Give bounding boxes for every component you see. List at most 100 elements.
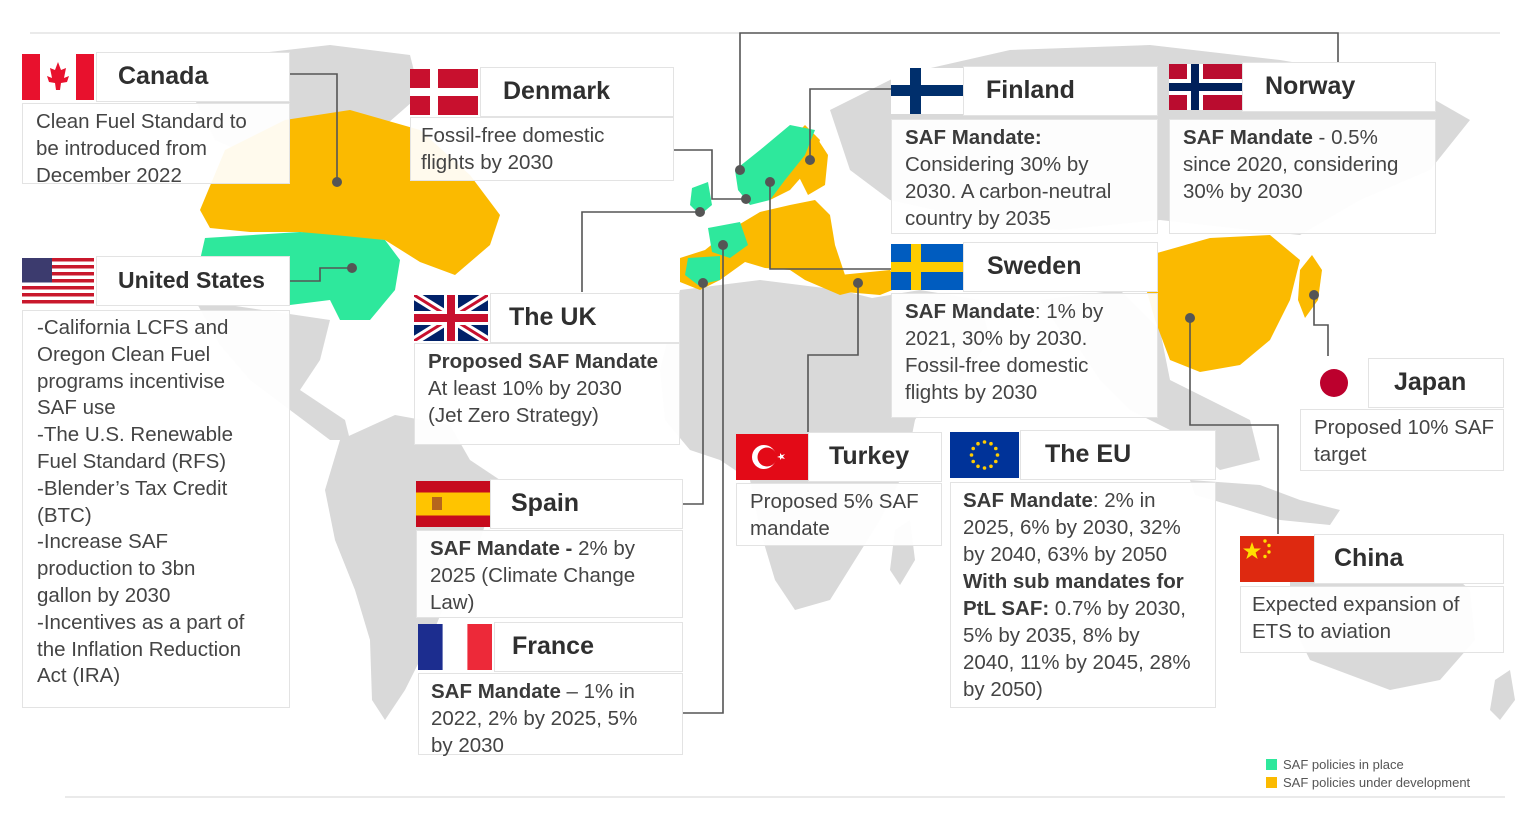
country-header	[494, 622, 683, 672]
policy-text: SAF Mandate – 1% in 2022, 2% by 2025, 5%…	[418, 673, 683, 757]
policy-line: by 2040, 63% by 2050	[963, 543, 1168, 566]
policy-line: Oregon Clean Fuel	[37, 342, 211, 366]
policy-text: Proposed 5% SAF mandate	[736, 483, 942, 546]
sweden-flag	[891, 244, 963, 290]
legend-label: SAF policies in place	[1283, 757, 1404, 772]
card-finland: Finland SAF Mandate: Considering 30% by …	[891, 66, 1158, 234]
card-the-uk: The UK Proposed SAF Mandate At least 10%…	[414, 293, 680, 445]
country-header	[490, 293, 680, 343]
policy-line: 2022, 2% by 2025, 5%	[431, 707, 638, 730]
policy-text: SAF Mandate: Considering 30% by 2030. A …	[891, 119, 1158, 234]
policy-line: country by 2035	[905, 207, 1051, 230]
country-header	[1242, 62, 1436, 112]
policy-text: SAF Mandate: 1% by 2021, 30% by 2030. Fo…	[891, 293, 1158, 418]
policy-line: – 1% in	[560, 680, 635, 703]
country-header	[96, 52, 290, 102]
policy-line: Fossil-free domestic	[905, 354, 1089, 377]
policy-line: since 2020, considering	[1183, 153, 1399, 176]
policy-line: : 2% in	[1092, 489, 1156, 512]
china-flag	[1240, 536, 1314, 582]
policy-line: -Increase SAF	[37, 530, 169, 554]
spain-flag	[416, 481, 490, 527]
country-name: Sweden	[987, 252, 1082, 280]
country-header	[1020, 430, 1216, 480]
policy-line: 2025 (Climate Change	[430, 564, 636, 587]
legend-swatch-yellow	[1266, 777, 1277, 788]
country-name: Spain	[511, 489, 580, 517]
policy-heading: SAF Mandate	[963, 489, 1093, 512]
policy-line: : 1% by	[1034, 300, 1104, 323]
country-header	[96, 256, 290, 306]
policy-text: -California LCFS and Oregon Clean Fuel p…	[22, 310, 290, 708]
policy-line: - 0.5%	[1312, 126, 1378, 149]
policy-heading: SAF Mandate	[905, 300, 1035, 323]
eu-flag	[950, 432, 1019, 478]
policy-line: Proposed 5% SAF	[750, 490, 919, 513]
policy-line: by 2050)	[963, 678, 1043, 701]
norway-flag	[1169, 64, 1242, 110]
uk-flag	[414, 295, 488, 341]
policy-line: Fuel Standard (RFS)	[37, 449, 227, 473]
policy-heading: SAF Mandate:	[905, 126, 1042, 149]
policy-heading: Proposed SAF Mandate	[428, 350, 659, 373]
card-france: France SAF Mandate – 1% in 2022, 2% by 2…	[418, 622, 683, 757]
card-canada: Canada Clean Fuel Standard to be introdu…	[22, 52, 290, 187]
policy-text: Expected expansion of ETS to aviation	[1240, 586, 1504, 653]
policy-line: 30% by 2030	[1183, 180, 1303, 203]
policy-line: flights by 2030	[905, 381, 1038, 404]
country-header	[1368, 358, 1504, 408]
canada-flag	[22, 54, 94, 100]
country-header	[963, 66, 1158, 116]
policy-line: Proposed 10% SAF	[1314, 416, 1495, 439]
policy-heading: SAF Mandate -	[430, 537, 573, 560]
france-flag	[418, 624, 492, 670]
policy-text: Clean Fuel Standard to be introduced fro…	[22, 103, 290, 187]
country-name: France	[512, 632, 594, 660]
policy-line: programs incentivise	[37, 369, 225, 393]
policy-line: gallon by 2030	[37, 583, 171, 607]
card-denmark: Denmark Fossil-free domestic flights by …	[410, 67, 674, 181]
country-header	[1314, 534, 1504, 584]
country-name: Finland	[986, 76, 1075, 104]
policy-heading: SAF Mandate	[431, 680, 561, 703]
policy-line: (BTC)	[37, 503, 92, 527]
policy-line: target	[1314, 443, 1367, 466]
policy-line: -Blender’s Tax Credit	[37, 476, 228, 500]
policy-line: Law)	[430, 591, 475, 614]
policy-text: Fossil-free domestic flights by 2030	[410, 117, 674, 181]
legend-item-in-place: SAF policies in place	[1266, 756, 1470, 774]
connector-lines	[288, 32, 1339, 714]
policy-text: Proposed 10% SAF target	[1300, 409, 1504, 471]
card-the-eu: The EU SAF Mandate: 2% in 2025, 6% by 20…	[950, 430, 1216, 708]
policy-line: ETS to aviation	[1252, 620, 1392, 643]
denmark-flag	[410, 69, 478, 115]
finland-flag	[891, 68, 963, 114]
policy-line: by 2030	[431, 734, 504, 757]
policy-line: 2% by	[572, 537, 636, 560]
country-header	[490, 479, 683, 529]
turkey-flag	[736, 434, 808, 480]
map-legend: SAF policies in place SAF policies under…	[1266, 756, 1470, 792]
policy-text: SAF Mandate: 2% in 2025, 6% by 2030, 32%…	[950, 482, 1216, 708]
legend-swatch-green	[1266, 759, 1277, 770]
policy-line: 2030. A carbon-neutral	[905, 180, 1112, 203]
card-japan: Japan Proposed 10% SAF target	[1300, 358, 1504, 471]
policy-heading: With sub mandates for	[963, 570, 1184, 593]
policy-line: production to 3bn	[37, 557, 196, 581]
policy-line: 2040, 11% by 2045, 28%	[963, 651, 1191, 674]
policy-heading: SAF Mandate	[1183, 126, 1313, 149]
country-name: Turkey	[829, 442, 910, 470]
japan-flag	[1300, 360, 1368, 406]
policy-line: (Jet Zero Strategy)	[428, 404, 599, 427]
country-name: Norway	[1265, 72, 1356, 100]
policy-line: Clean Fuel Standard to	[36, 110, 247, 133]
policy-line: -California LCFS and	[37, 316, 229, 339]
policy-line: -The U.S. Renewable	[37, 423, 233, 447]
policy-line: be introduced from	[36, 137, 207, 160]
policy-line: Act (IRA)	[37, 664, 121, 688]
card-sweden: Sweden SAF Mandate: 1% by 2021, 30% by 2…	[891, 242, 1158, 418]
country-name: Canada	[118, 62, 209, 90]
country-header	[963, 242, 1158, 292]
policy-line: flights by 2030	[421, 151, 554, 174]
policy-text: SAF Mandate - 2% by 2025 (Climate Change…	[416, 530, 683, 618]
